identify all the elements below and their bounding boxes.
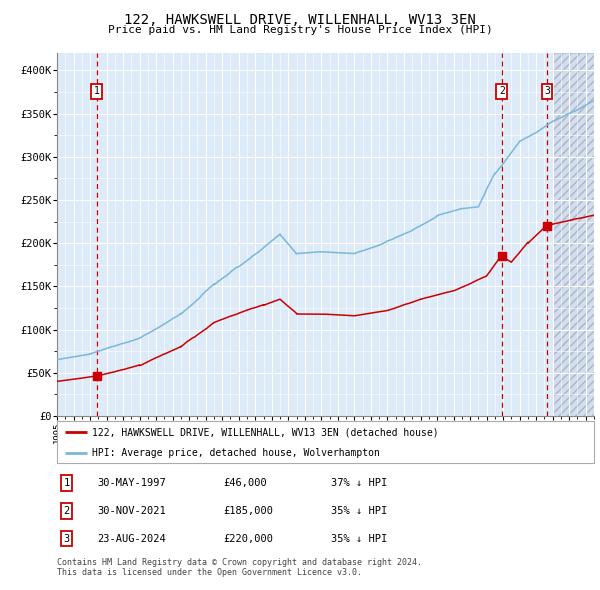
Text: £46,000: £46,000 — [223, 478, 267, 488]
Text: 122, HAWKSWELL DRIVE, WILLENHALL, WV13 3EN (detached house): 122, HAWKSWELL DRIVE, WILLENHALL, WV13 3… — [92, 427, 439, 437]
Text: HPI: Average price, detached house, Wolverhampton: HPI: Average price, detached house, Wolv… — [92, 448, 380, 457]
Text: Contains HM Land Registry data © Crown copyright and database right 2024.
This d: Contains HM Land Registry data © Crown c… — [57, 558, 422, 577]
FancyBboxPatch shape — [57, 421, 594, 463]
Text: 3: 3 — [544, 86, 550, 96]
Text: 1: 1 — [94, 86, 100, 96]
Bar — [553, 53, 594, 416]
Text: 30-NOV-2021: 30-NOV-2021 — [97, 506, 166, 516]
Bar — [553, 53, 594, 416]
Text: £185,000: £185,000 — [223, 506, 274, 516]
Text: £220,000: £220,000 — [223, 534, 274, 544]
Text: 37% ↓ HPI: 37% ↓ HPI — [331, 478, 387, 488]
Text: 35% ↓ HPI: 35% ↓ HPI — [331, 534, 387, 544]
Text: 2: 2 — [499, 86, 505, 96]
Text: 1: 1 — [64, 478, 70, 488]
Text: 2: 2 — [64, 506, 70, 516]
Text: Price paid vs. HM Land Registry's House Price Index (HPI): Price paid vs. HM Land Registry's House … — [107, 25, 493, 35]
Text: 30-MAY-1997: 30-MAY-1997 — [97, 478, 166, 488]
Text: 23-AUG-2024: 23-AUG-2024 — [97, 534, 166, 544]
Text: 35% ↓ HPI: 35% ↓ HPI — [331, 506, 387, 516]
Text: 122, HAWKSWELL DRIVE, WILLENHALL, WV13 3EN: 122, HAWKSWELL DRIVE, WILLENHALL, WV13 3… — [124, 13, 476, 27]
Text: 3: 3 — [64, 534, 70, 544]
